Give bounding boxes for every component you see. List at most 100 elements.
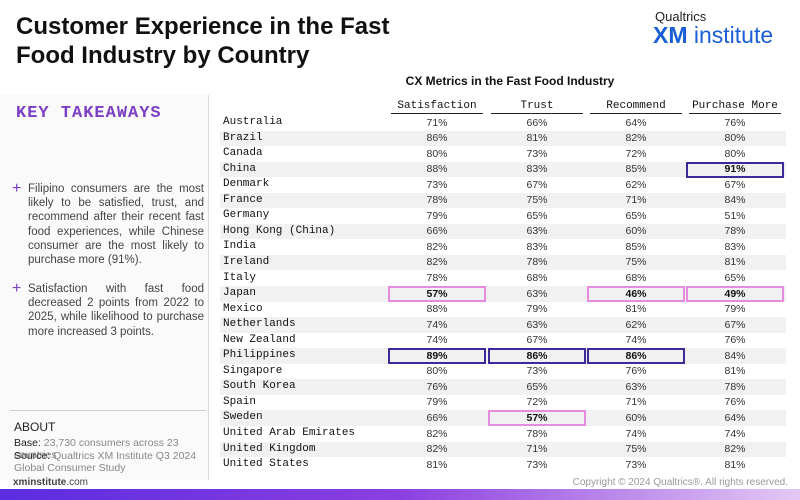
cell: 73% bbox=[526, 365, 548, 378]
cell: 67% bbox=[724, 178, 746, 191]
row-bg bbox=[220, 254, 786, 271]
row-bg bbox=[220, 192, 786, 209]
cell: 81% bbox=[724, 365, 746, 378]
cell: 76% bbox=[625, 365, 647, 378]
table-title: CX Metrics in the Fast Food Industry bbox=[405, 74, 615, 88]
cell: 86% bbox=[625, 349, 647, 362]
cell: 67% bbox=[724, 318, 746, 331]
country: Italy bbox=[223, 271, 257, 284]
cell: 88% bbox=[426, 163, 448, 176]
footer-bar bbox=[0, 489, 800, 500]
cell: 89% bbox=[426, 349, 448, 362]
cell: 68% bbox=[625, 272, 647, 284]
cell: 78% bbox=[724, 380, 746, 393]
cell: 79% bbox=[526, 303, 548, 316]
about-base: Base: 23,730 consumers across 23 countri… bbox=[14, 437, 209, 461]
column-header: Recommend bbox=[590, 100, 682, 114]
cell: 76% bbox=[724, 334, 746, 347]
logo: XM institute bbox=[653, 22, 773, 49]
site-bold: xminstitute bbox=[13, 477, 67, 488]
country: Brazil bbox=[223, 131, 263, 144]
cell: 86% bbox=[426, 132, 448, 145]
highlight bbox=[587, 286, 685, 303]
cell: 84% bbox=[724, 194, 746, 207]
row-bg bbox=[220, 317, 786, 333]
cell: 71% bbox=[625, 194, 647, 207]
country: India bbox=[223, 240, 257, 253]
cell: 74% bbox=[625, 427, 647, 440]
cell: 81% bbox=[625, 303, 647, 316]
highlight bbox=[686, 286, 784, 303]
country: United Kingdom bbox=[223, 442, 316, 455]
cell: 81% bbox=[724, 458, 746, 471]
cell: 79% bbox=[426, 209, 448, 222]
cell: 63% bbox=[526, 318, 548, 331]
column-header: Trust bbox=[491, 100, 583, 114]
base-label: Base: bbox=[14, 437, 41, 449]
highlight bbox=[388, 286, 486, 303]
cell: 78% bbox=[426, 194, 448, 207]
country: Hong Kong (China) bbox=[223, 224, 336, 237]
cell: 74% bbox=[724, 427, 746, 440]
cell: 46% bbox=[625, 287, 647, 300]
country: Sweden bbox=[223, 411, 263, 424]
cell: 72% bbox=[526, 396, 548, 409]
cell: 65% bbox=[625, 209, 647, 222]
country: Germany bbox=[223, 209, 270, 222]
country: Denmark bbox=[223, 178, 270, 191]
cell: 49% bbox=[724, 287, 746, 300]
cell: 66% bbox=[426, 411, 448, 424]
cell: 64% bbox=[724, 411, 746, 424]
takeaway: + Satisfaction with fast food decreased 2… bbox=[12, 280, 204, 338]
cell: 71% bbox=[426, 116, 448, 129]
cell: 82% bbox=[426, 240, 448, 253]
logo-xm: XM bbox=[653, 22, 688, 48]
highlight bbox=[488, 348, 586, 365]
cell: 80% bbox=[426, 365, 448, 378]
cell: 62% bbox=[625, 178, 647, 191]
cell: 51% bbox=[724, 209, 746, 222]
country: Australia bbox=[223, 116, 283, 128]
left-panel bbox=[0, 95, 209, 480]
cell: 60% bbox=[625, 225, 647, 238]
about-source: Source: Qualtrics XM Institute Q3 2024 G… bbox=[14, 450, 209, 474]
country: South Korea bbox=[223, 380, 296, 393]
cell: 85% bbox=[625, 240, 647, 253]
column-header: Satisfaction bbox=[391, 100, 483, 114]
cell: 78% bbox=[426, 272, 448, 284]
cell: 74% bbox=[426, 334, 448, 347]
cell: 81% bbox=[526, 132, 548, 145]
takeaways-heading: KEY TAKEAWAYS bbox=[16, 104, 162, 123]
row-bg bbox=[220, 223, 786, 240]
cell: 57% bbox=[426, 287, 448, 300]
site: xminstitute.com bbox=[13, 477, 88, 488]
cell: 74% bbox=[426, 318, 448, 331]
cell: 76% bbox=[724, 116, 746, 129]
country: Ireland bbox=[223, 255, 270, 268]
takeaway-text: Satisfaction with fast food decreased 2 … bbox=[28, 283, 204, 338]
cell: 71% bbox=[625, 396, 647, 409]
country: Philippines bbox=[223, 349, 296, 362]
country: Japan bbox=[223, 287, 257, 300]
column-header: Purchase More bbox=[689, 100, 781, 114]
cell: 57% bbox=[526, 411, 548, 424]
cell: 83% bbox=[526, 163, 548, 176]
cell: 82% bbox=[724, 443, 746, 456]
cell: 73% bbox=[625, 458, 647, 471]
country: Canada bbox=[223, 147, 263, 160]
cell: 66% bbox=[526, 116, 548, 129]
row-bg bbox=[220, 161, 786, 178]
cell: 79% bbox=[724, 303, 746, 316]
country: United States bbox=[223, 458, 309, 471]
cell: 81% bbox=[426, 458, 448, 471]
cell: 72% bbox=[625, 147, 647, 160]
cell: 80% bbox=[724, 132, 746, 145]
row-bg bbox=[220, 410, 786, 426]
about-heading: ABOUT bbox=[14, 420, 56, 434]
title: Customer Experience in the Fast Food Ind… bbox=[16, 13, 390, 69]
cell: 65% bbox=[526, 209, 548, 222]
highlight bbox=[686, 161, 784, 178]
cell: 75% bbox=[625, 256, 647, 269]
cell: 91% bbox=[724, 163, 746, 176]
country: United Arab Emirates bbox=[223, 427, 356, 439]
